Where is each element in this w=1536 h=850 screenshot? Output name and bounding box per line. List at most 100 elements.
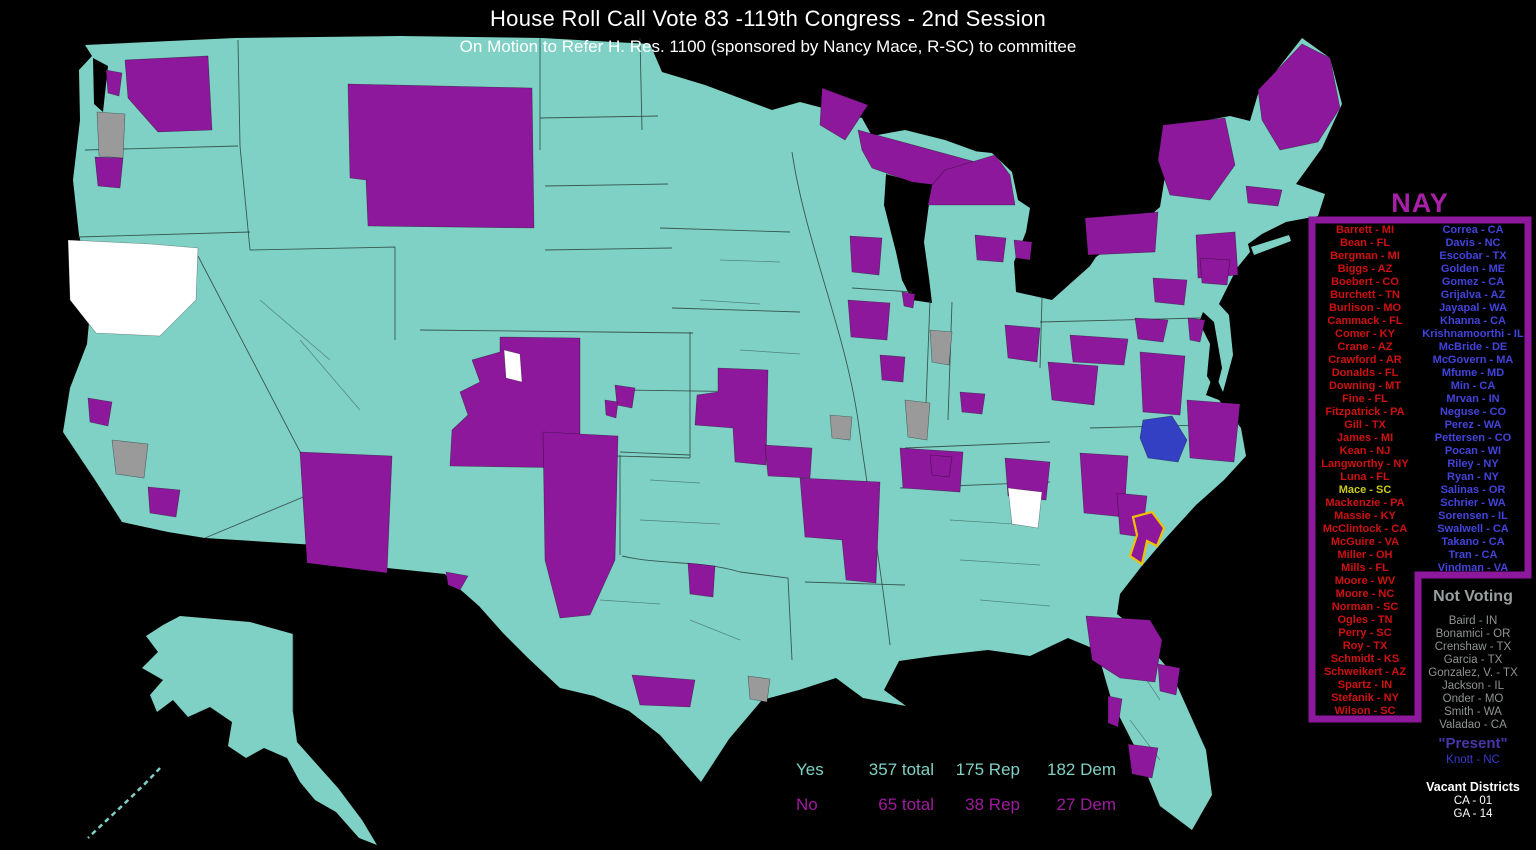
nay-republican-member: Downing - MT [1328, 380, 1402, 392]
not-voting-header: Not Voting [1433, 588, 1513, 605]
nay-republican-member: Comer - KY [1335, 328, 1395, 340]
nay-republican-member: Luna - FL [1340, 471, 1390, 483]
vacant-districts-list: CA - 01 GA - 14 [1410, 795, 1536, 821]
nay-republican-member: Donalds - FL [1331, 367, 1399, 379]
aleutian-islands [87, 767, 161, 839]
nay-democrat-member: Golden - ME [1440, 263, 1506, 275]
yes-total: 357 total [868, 760, 934, 779]
no-totals-row: No 65 total 38 Rep 27 Dem [796, 795, 1116, 815]
not-voting-list: Baird - IN Bonamici - OR Crenshaw - TX Garc… [1410, 615, 1536, 732]
nay-republican-list: Barrett - MI Bean - FL Bergman - MI Biggs -… [1312, 224, 1418, 718]
nay-republican-member: Burlison - MO [1328, 302, 1402, 314]
no-vote-districts [87, 43, 1341, 779]
not-voting-member: Onder - MO [1442, 693, 1504, 705]
nay-republican-member: Biggs - AZ [1337, 263, 1393, 275]
page-subtitle: On Motion to Refer H. Res. 1100 (sponsor… [459, 37, 1077, 56]
nay-democrat-member: Vindman - VA [1437, 562, 1509, 574]
nay-republican-member: Fitzpatrick - PA [1325, 406, 1405, 418]
chesapeake-bay [1199, 312, 1222, 392]
nay-democrat-member: Davis - NC [1445, 237, 1501, 249]
alaska-landmass [142, 616, 377, 845]
nay-republican-member: Spartz - IN [1337, 679, 1393, 691]
nay-democrat-member: McBride - DE [1438, 341, 1508, 353]
nay-republican-member: Crawford - AR [1328, 354, 1402, 366]
nay-democrat-member: Jayapal - WA [1439, 302, 1507, 314]
not-voting-member: Garcia - TX [1443, 654, 1503, 666]
no-dem-count: 27 Dem [1056, 795, 1116, 814]
nay-democrat-member: Neguse - CO [1439, 406, 1506, 418]
present-header: "Present" [1438, 735, 1508, 752]
nay-democrat-member: McGovern - MA [1432, 354, 1514, 366]
nay-democrat-member: Min - CA [1450, 380, 1496, 392]
nay-republican-member: Mackenzie - PA [1325, 497, 1405, 509]
nay-democrat-member: Takano - CA [1441, 536, 1505, 548]
nay-republican-member: Moore - WV [1334, 575, 1396, 587]
present-member: Knott - NC [1446, 754, 1500, 766]
puget-sound [93, 58, 108, 112]
header-titles: House Roll Call Vote 83 -119th Congress … [0, 6, 1536, 57]
yes-rep-count: 175 Rep [955, 760, 1020, 779]
nay-republican-member: Ogles - TN [1337, 614, 1393, 626]
present-district-knott-nc [1139, 415, 1188, 463]
nay-republican-member: Kean - NJ [1339, 445, 1391, 457]
nay-democrat-member: Grijalva - AZ [1440, 289, 1506, 301]
nay-democrat-member: Sorensen - IL [1438, 510, 1508, 522]
contiguous-us-landmass [63, 36, 1342, 830]
nay-democrat-member: Correa - CA [1442, 224, 1504, 236]
nay-republican-member: Schweikert - AZ [1323, 666, 1407, 678]
nay-democrat-member: Mrvan - IN [1446, 393, 1500, 405]
nay-democrat-member: Escobar - TX [1439, 250, 1507, 262]
nay-republican-member: McGuire - VA [1330, 536, 1400, 548]
nay-republican-member: Norman - SC [1331, 601, 1399, 613]
nay-democrat-member: Riley - NY [1447, 458, 1499, 470]
vacant-district: CA - 01 [1453, 795, 1493, 807]
nay-panel-border [1308, 216, 1532, 723]
nay-republican-member: Massie - KY [1334, 510, 1396, 522]
yes-label: Yes [796, 760, 824, 779]
not-voting-member: Baird - IN [1448, 615, 1498, 627]
nay-democrat-member: Mfume - MD [1441, 367, 1505, 379]
nay-democrat-member: Tran - CA [1448, 549, 1498, 561]
nay-republican-member: Cammack - FL [1327, 315, 1403, 327]
nay-republican-member: Burchett - TN [1330, 289, 1400, 301]
nay-panel-header: NAY [1391, 188, 1449, 218]
nay-republican-member: Mace - SC [1338, 484, 1392, 496]
nay-republican-member: Boebert - CO [1331, 276, 1399, 288]
nay-democrat-member: Ryan - NY [1447, 471, 1499, 483]
nay-republican-member: Bergman - MI [1330, 250, 1400, 262]
no-label: No [796, 795, 818, 814]
nay-republican-member: James - MI [1336, 432, 1394, 444]
nay-democrat-member: Gomez - CA [1441, 276, 1505, 288]
nay-republican-member: Barrett - MI [1335, 224, 1395, 236]
mace-sc-highlighted-district [1128, 510, 1166, 566]
not-voting-member: Smith - WA [1444, 706, 1502, 718]
nay-republican-member: Langworthy - NY [1321, 458, 1409, 470]
nay-democrat-member: Pettersen - CO [1434, 432, 1512, 444]
nay-democrat-member: Pocan - WI [1444, 445, 1502, 457]
nay-democrat-member: Krishnamoorthi - IL [1422, 328, 1524, 340]
vacant-districts [67, 239, 1043, 529]
nay-republican-member: Schmidt - KS [1330, 653, 1400, 665]
no-total: 65 total [878, 795, 934, 814]
nay-republican-member: Fine - FL [1342, 393, 1388, 405]
nay-republican-member: Moore - NC [1335, 588, 1395, 600]
great-salt-lake [503, 349, 523, 383]
nay-democrat-member: Khanna - CA [1440, 315, 1506, 327]
not-voting-member: Jackson - IL [1442, 680, 1504, 692]
yes-dem-count: 182 Dem [1047, 760, 1116, 779]
nay-republican-member: Gill - TX [1344, 419, 1386, 431]
not-voting-member: Bonamici - OR [1435, 628, 1511, 640]
nay-democrat-member: Swalwell - CA [1437, 523, 1509, 535]
vacant-district: GA - 14 [1453, 808, 1493, 820]
nay-republican-member: Stefanik - NY [1331, 692, 1399, 704]
yes-totals-row: Yes 357 total 175 Rep 182 Dem [796, 760, 1116, 780]
nay-democrat-list: Correa - CA Davis - NC Escobar - TX Golden … [1418, 224, 1528, 575]
nay-republican-member: McClintock - CA [1322, 523, 1408, 535]
nay-republican-member: Mills - FL [1341, 562, 1389, 574]
nay-republican-member: Roy - TX [1342, 640, 1388, 652]
nay-republican-member: Crane - AZ [1337, 341, 1393, 353]
long-island [1251, 235, 1291, 255]
present-list: Knott - NC [1410, 754, 1536, 767]
